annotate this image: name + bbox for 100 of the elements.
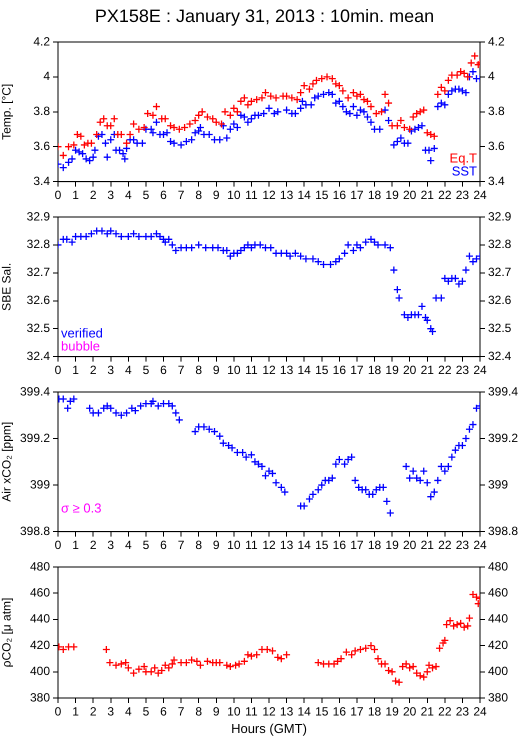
y-tick-label: 32.6 xyxy=(26,293,50,308)
y-tick-label: 399.4 xyxy=(20,384,50,398)
x-tick-label: 17 xyxy=(350,188,364,202)
x-tick-label: 4 xyxy=(124,538,132,552)
y2-tick-label: 32.8 xyxy=(488,237,512,252)
y2-tick-label: 3.6 xyxy=(488,139,506,154)
x-tick-label: 20 xyxy=(402,704,417,719)
y-tick-label: 32.9 xyxy=(26,209,50,224)
x-tick-label: 14 xyxy=(297,188,312,202)
y2-tick-label: 4 xyxy=(488,69,495,84)
x-tick-label: 12 xyxy=(262,538,276,552)
x-tick-label: 1 xyxy=(72,538,80,552)
x-tick-label: 0 xyxy=(54,363,62,378)
x-tick-label: 0 xyxy=(54,538,62,552)
x-tick-label: 10 xyxy=(227,538,241,552)
y-axis-title: Temp. [°C] xyxy=(0,84,14,140)
y2-tick-label: 4.2 xyxy=(488,34,506,48)
x-tick-label: 20 xyxy=(402,188,417,202)
y2-tick-label: 32.6 xyxy=(488,293,512,308)
x-tick-label: 23 xyxy=(456,188,470,202)
y-tick-label: 480 xyxy=(30,559,50,574)
y2-tick-label: 460 xyxy=(488,586,508,600)
x-tick-label: 7 xyxy=(178,538,185,552)
y2-tick-label: 400 xyxy=(488,664,508,678)
x-tick-label: 23 xyxy=(456,363,470,378)
x-tick-label: 12 xyxy=(262,188,276,202)
x-tick-label: 13 xyxy=(280,363,294,378)
x-tick-label: 5 xyxy=(142,704,150,719)
x-tick-label: 8 xyxy=(195,363,202,378)
x-tick-label: 16 xyxy=(332,188,346,202)
x-tick-label: 8 xyxy=(195,704,202,719)
x-tick-label: 6 xyxy=(160,188,168,202)
x-tick-label: 20 xyxy=(402,363,417,378)
x-tick-label: 11 xyxy=(245,704,258,719)
y2-tick-label: 380 xyxy=(488,690,508,704)
x-tick-label: 7 xyxy=(178,363,185,378)
x-tick-label: 4 xyxy=(124,188,132,202)
series-label: Eq.T xyxy=(450,150,478,166)
x-tick-label: 24 xyxy=(473,363,487,378)
x-tick-label: 19 xyxy=(385,538,400,552)
y2-tick-label: 3.4 xyxy=(488,174,506,188)
chart-title: PX158E : January 31, 2013 : 10min. mean xyxy=(94,5,436,28)
x-tick-label: 18 xyxy=(368,704,382,719)
x-tick-label: 2 xyxy=(90,363,97,378)
x-tick-label: 9 xyxy=(212,363,220,378)
x-tick-label: 18 xyxy=(368,363,382,378)
x-tick-label: 22 xyxy=(438,704,452,719)
x-tick-label: 10 xyxy=(227,704,241,719)
x-tick-label: 14 xyxy=(297,704,312,719)
x-tick-label: 23 xyxy=(456,704,470,719)
y2-tick-label: 32.4 xyxy=(488,348,512,363)
y-tick-label: 460 xyxy=(30,586,50,600)
x-tick-label: 1 xyxy=(72,704,80,719)
y-tick-label: 420 xyxy=(30,638,50,652)
y-axis-title: Air xCO₂ [ppm] xyxy=(0,422,14,502)
y2-tick-label: 3.8 xyxy=(488,104,506,118)
x-tick-label: 0 xyxy=(54,188,62,202)
x-tick-label: 19 xyxy=(385,363,400,378)
x-tick-label: 0 xyxy=(54,704,62,719)
x-tick-label: 4 xyxy=(124,704,132,719)
annotation: σ ≥ 0.3 xyxy=(61,500,102,516)
x-tick-label: 21 xyxy=(420,704,434,719)
y2-tick-label: 399 xyxy=(488,477,508,492)
x-tick-label: 15 xyxy=(315,188,329,202)
x-tick-label: 13 xyxy=(280,188,294,202)
y-tick-label: 3.8 xyxy=(33,104,50,118)
legend-label: bubble xyxy=(61,338,100,354)
x-tick-label: 18 xyxy=(368,188,382,202)
x-tick-label: 5 xyxy=(142,363,150,378)
x-tick-label: 24 xyxy=(473,704,487,719)
y-tick-label: 3.6 xyxy=(33,139,50,154)
x-tick-label: 12 xyxy=(262,704,276,719)
y-tick-label: 4 xyxy=(43,69,50,84)
x-tick-label: 1 xyxy=(72,188,80,202)
x-axis-title: Hours (GMT) xyxy=(231,720,307,736)
x-tick-label: 21 xyxy=(420,188,434,202)
x-tick-label: 21 xyxy=(420,363,434,378)
y-tick-label: 400 xyxy=(30,664,50,678)
x-tick-label: 9 xyxy=(212,188,220,202)
y-tick-label: 32.8 xyxy=(26,237,50,252)
x-tick-label: 10 xyxy=(227,363,241,378)
x-tick-label: 13 xyxy=(280,538,294,552)
y2-tick-label: 420 xyxy=(488,638,508,652)
x-tick-label: 6 xyxy=(160,704,168,719)
x-tick-label: 22 xyxy=(438,363,452,378)
x-tick-label: 15 xyxy=(315,704,329,719)
y-tick-label: 32.5 xyxy=(26,320,50,335)
text: verified xyxy=(61,326,103,341)
x-tick-label: 5 xyxy=(142,188,150,202)
x-tick-label: 1 xyxy=(72,363,80,378)
x-tick-label: 2 xyxy=(90,188,97,202)
x-tick-label: 17 xyxy=(350,538,364,552)
x-tick-label: 11 xyxy=(245,188,258,202)
x-tick-label: 3 xyxy=(107,704,114,719)
x-tick-label: 9 xyxy=(212,538,220,552)
x-tick-label: 17 xyxy=(350,704,364,719)
x-tick-label: 6 xyxy=(160,363,168,378)
y-tick-label: 399 xyxy=(30,477,50,492)
y-axis-title: SBE Sal. xyxy=(0,262,14,311)
x-tick-label: 14 xyxy=(297,538,312,552)
